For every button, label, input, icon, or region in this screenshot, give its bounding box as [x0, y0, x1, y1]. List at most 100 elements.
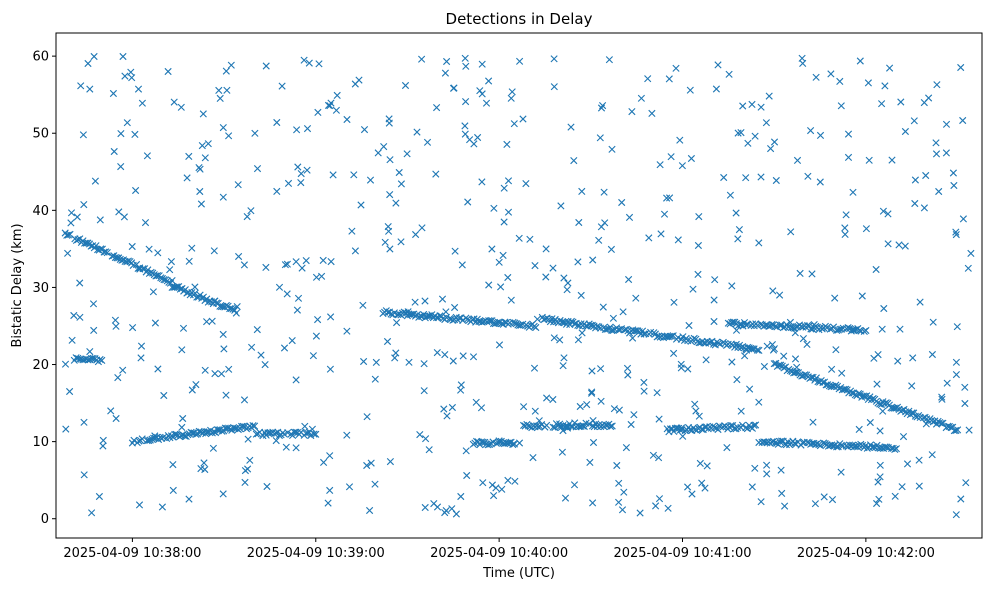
- detection-point: [247, 207, 255, 215]
- detection-point: [315, 60, 323, 68]
- detection-point: [151, 319, 159, 327]
- detection-point: [726, 191, 734, 199]
- detection-point: [965, 426, 973, 434]
- y-axis-label: Bistatic Delay (km): [10, 223, 25, 347]
- detection-point: [490, 492, 498, 500]
- detection-point: [967, 249, 975, 257]
- detection-point: [711, 276, 719, 284]
- detection-point: [656, 161, 664, 169]
- detection-point: [770, 345, 778, 353]
- detection-point: [320, 458, 328, 466]
- detection-point: [880, 304, 888, 313]
- plot-frame: [55, 32, 983, 539]
- detection-point: [630, 411, 638, 419]
- detection-point: [529, 454, 537, 462]
- detection-point: [826, 325, 834, 333]
- detection-point: [463, 471, 471, 480]
- detection-point: [281, 261, 289, 269]
- detection-point: [961, 383, 969, 391]
- detection-point: [119, 52, 127, 61]
- detection-point: [310, 430, 318, 438]
- detection-point: [868, 443, 876, 451]
- detection-point: [511, 319, 519, 327]
- detection-point: [515, 234, 523, 242]
- detection-point: [526, 235, 534, 243]
- detection-point: [312, 430, 320, 438]
- detection-point: [76, 313, 84, 321]
- detection-point: [123, 119, 131, 127]
- detection-point: [791, 355, 800, 363]
- detection-point: [563, 424, 572, 432]
- detection-point: [183, 174, 191, 182]
- detection-point: [421, 297, 429, 305]
- detection-point: [550, 83, 558, 91]
- detection-point: [589, 499, 597, 507]
- detection-point: [570, 157, 578, 165]
- detection-point: [470, 140, 478, 148]
- detection-point: [952, 228, 960, 236]
- detection-point: [492, 484, 500, 492]
- detection-point: [452, 510, 460, 518]
- detection-point: [879, 407, 887, 415]
- detection-point: [61, 360, 70, 368]
- detection-point: [89, 300, 98, 308]
- detection-point: [141, 219, 150, 227]
- detection-point: [469, 353, 478, 361]
- detection-point: [441, 351, 449, 359]
- detection-point: [670, 349, 678, 357]
- detection-point: [367, 459, 375, 467]
- detection-point: [952, 511, 960, 519]
- detection-point: [134, 85, 143, 93]
- detection-point: [615, 479, 623, 487]
- detection-point: [695, 213, 703, 221]
- detection-point: [137, 354, 145, 362]
- detection-point: [136, 265, 144, 273]
- detection-point: [607, 422, 615, 431]
- detection-point: [495, 437, 503, 445]
- detection-point: [416, 431, 424, 439]
- detection-point: [243, 213, 251, 221]
- detection-point: [520, 403, 528, 411]
- detection-point: [380, 143, 388, 151]
- detection-point: [763, 342, 771, 350]
- detection-point: [397, 238, 405, 246]
- detection-point: [769, 287, 777, 295]
- detection-point: [910, 117, 918, 125]
- detection-point: [534, 423, 542, 431]
- detection-point: [732, 209, 740, 217]
- detection-point: [755, 398, 763, 406]
- detection-point: [200, 459, 208, 467]
- detection-point: [533, 315, 541, 323]
- detection-point: [223, 86, 231, 94]
- detection-point: [560, 274, 568, 282]
- detection-point: [220, 345, 228, 353]
- detection-point: [86, 348, 94, 356]
- detection-point: [413, 128, 421, 136]
- detection-point: [895, 241, 903, 249]
- detection-point: [878, 325, 886, 333]
- detection-point: [257, 351, 265, 359]
- detection-point: [618, 198, 626, 207]
- detection-point: [178, 423, 186, 431]
- detection-point: [925, 94, 933, 102]
- detection-point: [886, 64, 894, 72]
- detection-point: [686, 86, 694, 94]
- detection-point: [138, 99, 146, 107]
- detection-point: [597, 365, 605, 373]
- detection-point: [644, 75, 652, 83]
- detection-point: [703, 462, 711, 470]
- detection-point: [240, 396, 249, 404]
- detection-point: [77, 82, 85, 90]
- detection-point: [876, 473, 884, 481]
- detection-point: [950, 181, 958, 190]
- detection-point: [158, 503, 166, 511]
- detection-point: [812, 374, 820, 382]
- detection-point: [89, 354, 97, 362]
- detection-point: [684, 483, 692, 491]
- detection-point: [249, 422, 257, 430]
- detection-point: [557, 202, 565, 210]
- detection-point: [433, 104, 441, 112]
- detection-point: [92, 242, 100, 250]
- detection-point: [308, 425, 316, 433]
- detection-point: [678, 162, 686, 170]
